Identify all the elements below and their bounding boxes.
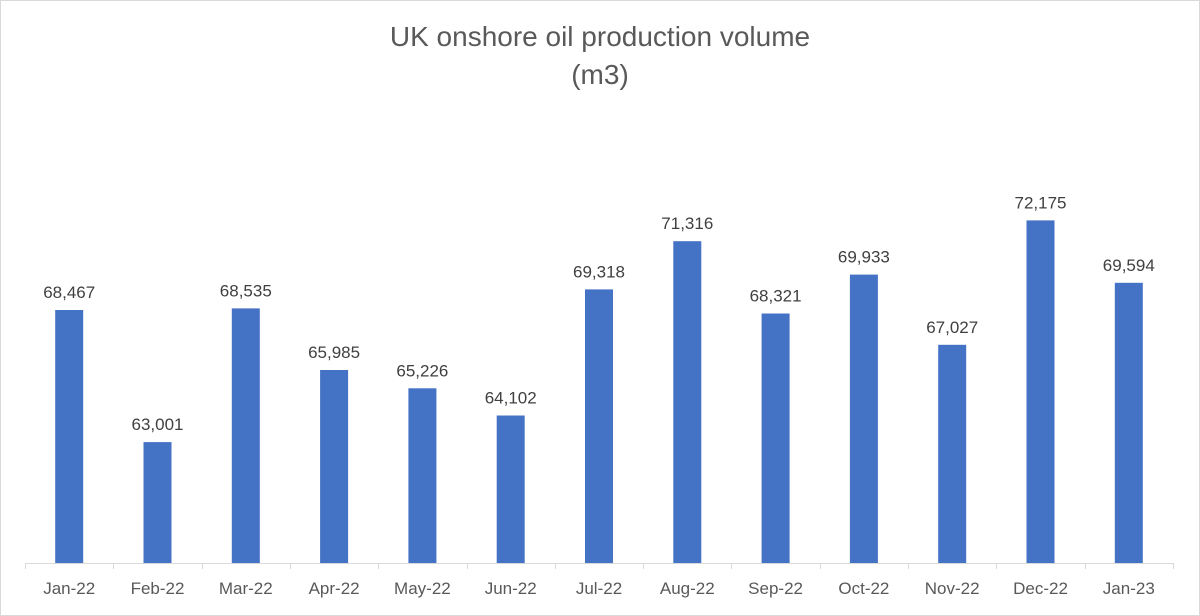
- bar: [849, 274, 878, 563]
- bar-value-label: 65,985: [308, 343, 360, 362]
- x-tick-label: Jan-23: [1103, 579, 1155, 598]
- bar-value-label: 69,933: [838, 248, 890, 267]
- bar: [408, 388, 437, 563]
- x-tick-label: Apr-22: [309, 579, 360, 598]
- bar: [1026, 220, 1055, 563]
- bar-series: [55, 220, 1143, 563]
- bar-value-label: 64,102: [485, 389, 537, 408]
- bar-value-label: 69,318: [573, 262, 625, 281]
- bar-value-label: 72,175: [1015, 193, 1067, 212]
- bar: [673, 241, 702, 563]
- x-tick-label: May-22: [394, 579, 451, 598]
- x-tick-label: Jun-22: [485, 579, 537, 598]
- bar-value-label: 65,226: [396, 361, 448, 380]
- bar-value-label: 68,467: [43, 283, 95, 302]
- x-tick-label: Dec-22: [1013, 579, 1068, 598]
- bar: [143, 442, 172, 563]
- x-tick-label: Oct-22: [838, 579, 889, 598]
- bar-value-label: 67,027: [926, 318, 978, 337]
- x-tick-label: Sep-22: [748, 579, 803, 598]
- bar-value-label: 69,594: [1103, 256, 1155, 275]
- x-tick-label: Jul-22: [576, 579, 622, 598]
- bar: [585, 289, 613, 563]
- bar: [231, 308, 260, 563]
- bar: [55, 310, 84, 563]
- data-labels: 68,467 63,001 68,535 65,985 65,226 64,102 69,3…: [43, 193, 1155, 434]
- x-tick-label: Aug-22: [660, 579, 715, 598]
- chart-title: UK onshore oil production volume (m3): [0, 18, 1200, 94]
- bar-value-label: 71,316: [661, 214, 713, 233]
- bar-value-label: 68,535: [220, 281, 272, 300]
- bar: [761, 313, 790, 563]
- chart-title-text: UK onshore oil production volume: [389, 21, 811, 52]
- x-tick-label: Feb-22: [131, 579, 185, 598]
- x-tick-label: Mar-22: [219, 579, 273, 598]
- x-tick-label: Jan-22: [43, 579, 95, 598]
- bar: [320, 370, 349, 563]
- x-tick-label: Nov-22: [925, 579, 980, 598]
- bar: [496, 415, 525, 563]
- bar-value-label: 68,321: [750, 287, 802, 306]
- x-axis-labels: Jan-22 Feb-22 Mar-22 Apr-22 May-22 Jun-22 Jul-…: [43, 579, 1155, 598]
- bar-value-label: 63,001: [132, 415, 184, 434]
- chart-subtitle-text: (m3): [571, 59, 629, 90]
- bar: [1114, 282, 1143, 563]
- x-axis-ticks: [25, 563, 1174, 569]
- bar: [938, 344, 967, 563]
